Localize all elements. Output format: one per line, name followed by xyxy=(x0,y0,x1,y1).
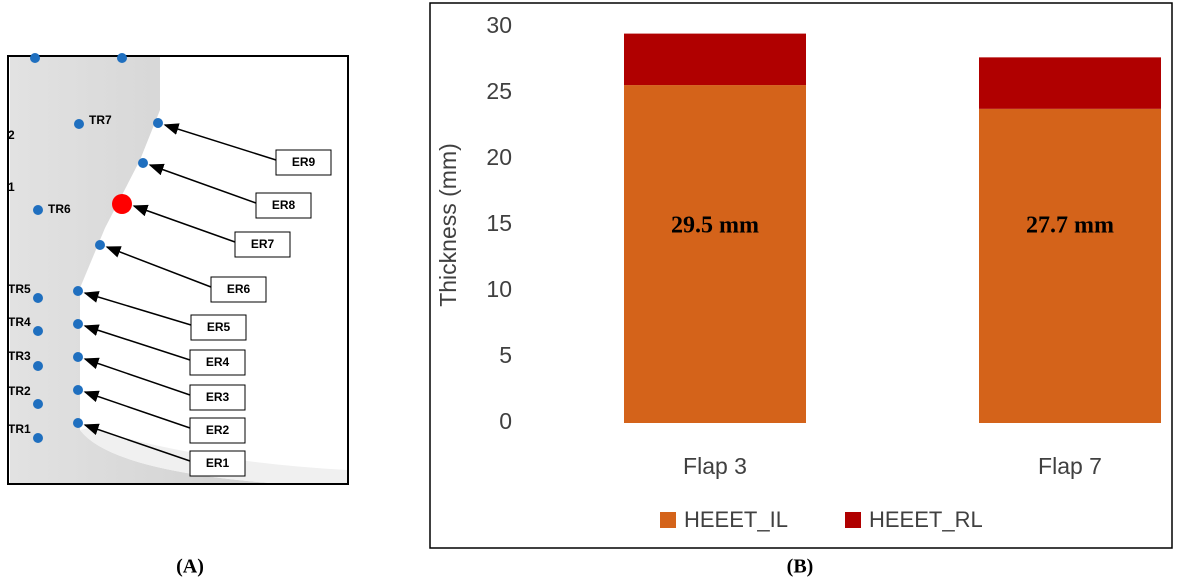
point xyxy=(138,158,148,168)
panel-label: (A) xyxy=(176,556,204,578)
bar xyxy=(624,34,806,85)
bar xyxy=(624,85,806,423)
point xyxy=(33,399,43,409)
point xyxy=(33,326,43,336)
bar xyxy=(979,109,1161,423)
point xyxy=(117,53,127,63)
legend-label: HEEET_IL xyxy=(684,507,788,532)
y-tick-label: 5 xyxy=(499,342,512,368)
legend-label: HEEET_RL xyxy=(869,507,983,532)
edge-label: 2 xyxy=(8,128,15,142)
point-label: ER2 xyxy=(206,423,230,437)
page: TR7 TR6 TR5 TR4 TR3 TR2 TR1 2 1 ER9 ER8 ER7 ER6 ER5 ER… xyxy=(0,0,1183,586)
figure: TR7 TR6 TR5 TR4 TR3 TR2 TR1 2 1 ER9 ER8 ER7 ER6 ER5 ER… xyxy=(0,0,1183,581)
y-tick-label: 0 xyxy=(499,408,512,434)
point xyxy=(33,293,43,303)
x-tick-label: Flap 3 xyxy=(683,453,747,479)
y-tick-label: 15 xyxy=(486,210,512,236)
point-label: ER3 xyxy=(206,390,230,404)
point-label: TR4 xyxy=(8,315,31,329)
legend-swatch xyxy=(660,512,676,528)
annotation: 27.7 mm xyxy=(1026,213,1114,239)
y-tick-label: 10 xyxy=(486,276,512,302)
y-tick-label: 20 xyxy=(486,144,512,170)
point xyxy=(33,433,43,443)
point-label: ER1 xyxy=(206,456,230,470)
point-label: ER5 xyxy=(207,320,231,334)
point-label: ER9 xyxy=(292,155,316,169)
point xyxy=(112,194,132,214)
point-label: TR7 xyxy=(89,113,112,127)
point xyxy=(33,361,43,371)
point xyxy=(73,319,83,329)
point-label: ER4 xyxy=(206,355,230,369)
point-label: ER8 xyxy=(272,198,296,212)
panel-label: (B) xyxy=(787,556,814,578)
point xyxy=(74,119,84,129)
point xyxy=(73,286,83,296)
point-label: TR3 xyxy=(8,349,31,363)
bar xyxy=(979,57,1161,108)
point-label: ER6 xyxy=(227,282,251,296)
point-label: TR1 xyxy=(8,422,31,436)
point-label: TR5 xyxy=(8,282,31,296)
y-tick-label: 25 xyxy=(486,78,512,104)
edge-label: 1 xyxy=(8,180,15,194)
x-tick-label: Flap 7 xyxy=(1038,453,1102,479)
point xyxy=(73,418,83,428)
point xyxy=(153,118,163,128)
point xyxy=(95,240,105,250)
annotation: 29.5 mm xyxy=(671,213,759,239)
point xyxy=(30,53,40,63)
y-axis-label: Thickness (mm) xyxy=(435,143,461,307)
point xyxy=(73,352,83,362)
point-label: TR2 xyxy=(8,384,31,398)
point xyxy=(73,385,83,395)
point xyxy=(33,205,43,215)
point-label: TR6 xyxy=(48,202,71,216)
legend-swatch xyxy=(845,512,861,528)
point-label: ER7 xyxy=(251,237,275,251)
y-tick-label: 30 xyxy=(486,12,512,38)
